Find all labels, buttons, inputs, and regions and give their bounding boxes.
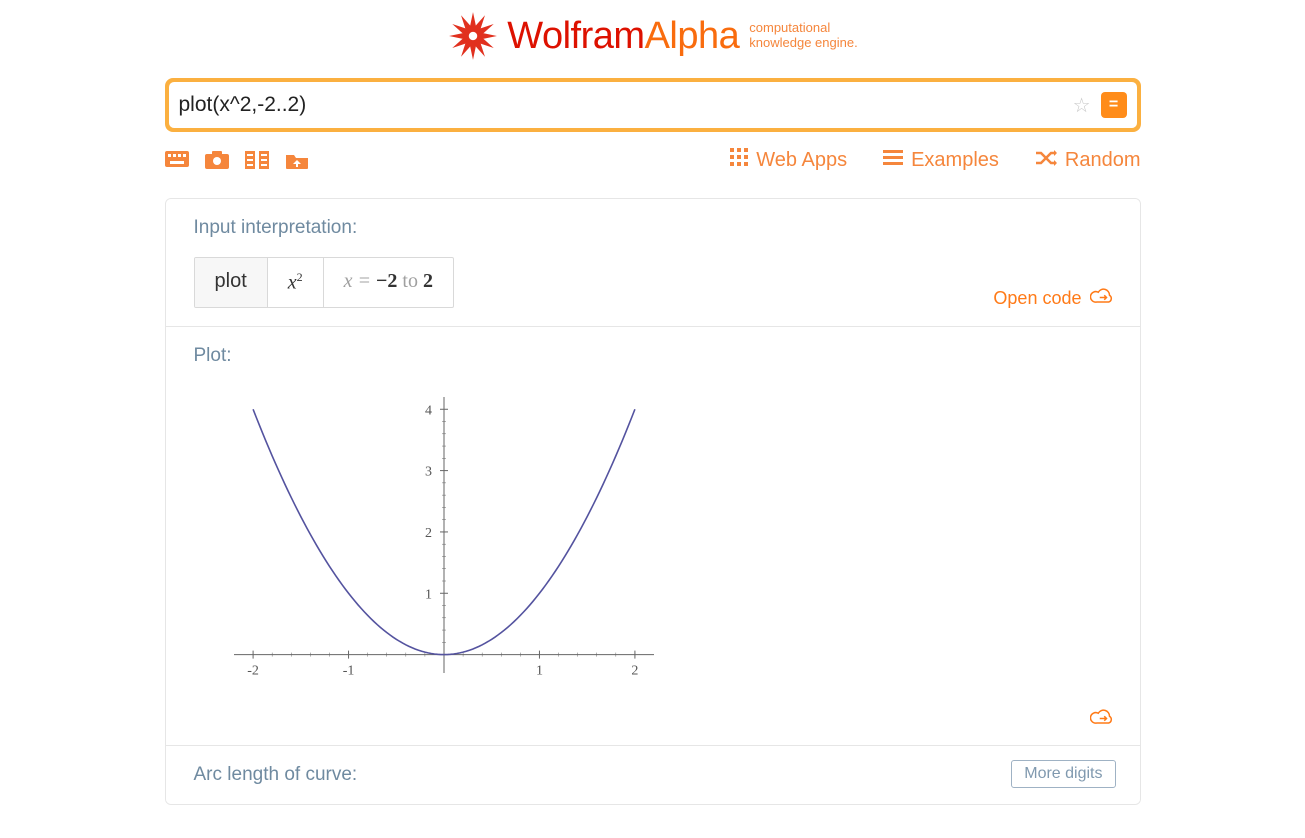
svg-text:1: 1 <box>425 587 432 602</box>
range-prefix: x = <box>344 270 376 292</box>
brand-header: WolframAlpha computational knowledge eng… <box>447 10 857 62</box>
wolfram-starburst-icon <box>447 10 499 62</box>
search-bar: ☆ = <box>165 78 1141 132</box>
svg-text:3: 3 <box>425 464 432 479</box>
brand-tagline: computational knowledge engine. <box>749 21 857 51</box>
pill-cell-range: x = −2 to 2 <box>324 258 453 307</box>
favorite-star-icon[interactable]: ☆ <box>1073 93 1091 118</box>
pod-input-interpretation: Input interpretation: plot x2 x = −2 to … <box>166 199 1140 327</box>
range-to: 2 <box>423 270 433 292</box>
range-from: −2 <box>376 270 397 292</box>
interpretation-pill: plot x2 x = −2 to 2 <box>194 257 454 308</box>
pod-arc-length: Arc length of curve: More digits <box>166 746 1140 804</box>
cloud-arrow-icon <box>1090 287 1114 310</box>
search-actions: ☆ = <box>1073 92 1127 118</box>
brand-name-part2: Alpha <box>645 15 740 57</box>
toolbar-left <box>165 151 307 169</box>
shuffle-icon <box>1035 149 1057 172</box>
toolbar: Web Apps Examples Random <box>165 148 1141 172</box>
data-input-icon[interactable] <box>245 151 267 169</box>
svg-text:-2: -2 <box>247 663 259 678</box>
brand-name-part1: Wolfram <box>507 15 644 57</box>
list-icon <box>883 149 903 172</box>
web-apps-label: Web Apps <box>756 149 847 172</box>
web-apps-link[interactable]: Web Apps <box>730 148 847 172</box>
more-digits-button[interactable]: More digits <box>1011 760 1115 788</box>
open-code-link[interactable]: Open code <box>993 287 1113 310</box>
plot-chart: -2 -1 1 2 1 2 3 4 <box>204 385 674 705</box>
random-label: Random <box>1065 149 1141 172</box>
brand-name: WolframAlpha <box>507 15 739 58</box>
svg-text:2: 2 <box>425 526 432 541</box>
file-upload-icon[interactable] <box>285 151 307 169</box>
pill-cell-expression: x2 <box>268 258 324 307</box>
svg-text:4: 4 <box>425 403 432 418</box>
camera-icon[interactable] <box>205 151 227 169</box>
svg-text:-1: -1 <box>342 663 354 678</box>
tagline-line1: computational <box>749 20 830 35</box>
open-code-label: Open code <box>993 288 1081 309</box>
cloud-save-icon[interactable] <box>1090 708 1114 731</box>
expr-exponent: 2 <box>297 270 303 284</box>
plot-svg: -2 -1 1 2 1 2 3 4 <box>204 385 674 705</box>
expr-base: x <box>288 272 297 294</box>
submit-button[interactable]: = <box>1101 92 1127 118</box>
results: Input interpretation: plot x2 x = −2 to … <box>165 198 1141 805</box>
search-inner: ☆ = <box>169 82 1137 128</box>
grid-icon <box>730 148 748 172</box>
svg-text:2: 2 <box>631 663 638 678</box>
pod-title: Input interpretation: <box>194 217 1112 239</box>
tagline-line2: knowledge engine. <box>749 35 857 50</box>
pod-plot: Plot: -2 -1 1 2 1 2 3 4 <box>166 327 1140 746</box>
range-word: to <box>397 270 423 292</box>
toolbar-right: Web Apps Examples Random <box>730 148 1140 172</box>
examples-label: Examples <box>911 149 999 172</box>
submit-glyph: = <box>1109 96 1118 114</box>
svg-text:1: 1 <box>535 663 542 678</box>
pod-title: Plot: <box>194 345 1112 367</box>
pill-cell-plot: plot <box>195 258 268 307</box>
examples-link[interactable]: Examples <box>883 148 999 172</box>
random-link[interactable]: Random <box>1035 148 1141 172</box>
query-input[interactable] <box>179 93 1073 117</box>
keyboard-icon[interactable] <box>165 151 187 169</box>
pod-title: Arc length of curve: <box>194 764 1112 786</box>
